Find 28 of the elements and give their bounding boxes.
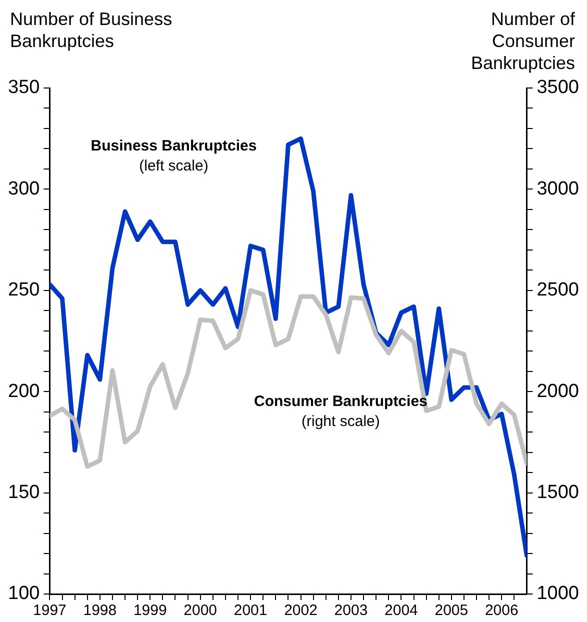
y-tick-label: 100 (8, 583, 40, 604)
y-tick-label: 250 (8, 280, 40, 301)
x-tick-label: 2001 (234, 602, 268, 620)
y-tick-label: 200 (8, 380, 40, 402)
x-tick-label: 2002 (284, 602, 318, 620)
y2-tick-label: 2500 (536, 280, 580, 301)
x-tick-label: 2003 (334, 602, 368, 620)
y2-tick-label: 3500 (536, 77, 580, 98)
y2-axis-title: Number of Consumer Bankruptcies (470, 8, 575, 74)
y2-tick-label: 1000 (536, 583, 580, 604)
x-tick-label: 2004 (384, 602, 418, 620)
y-tick-label: 150 (8, 482, 40, 504)
x-tick-label: 1999 (133, 602, 167, 620)
x-tick-label: 2000 (184, 602, 218, 620)
y-tick-label: 350 (8, 77, 40, 98)
y-tick-label: 300 (8, 178, 40, 200)
y-axis-title: Number of Business Bankruptcies (10, 8, 174, 52)
x-tick-label: 2005 (434, 602, 468, 620)
annotation: (left scale) (139, 157, 208, 174)
x-tick-label: 1997 (33, 602, 66, 620)
y2-tick-label: 1500 (536, 482, 580, 504)
x-tick-label: 2006 (484, 602, 518, 620)
y2-tick-label: 3000 (536, 178, 580, 200)
text: Business Bankruptcies (90, 137, 257, 154)
y2-tick-label: 2000 (536, 380, 580, 402)
series-label: Consumer Bankruptcies (254, 392, 428, 410)
annotation: (right scale) (302, 412, 380, 430)
x-tick-label: 1998 (83, 602, 117, 620)
